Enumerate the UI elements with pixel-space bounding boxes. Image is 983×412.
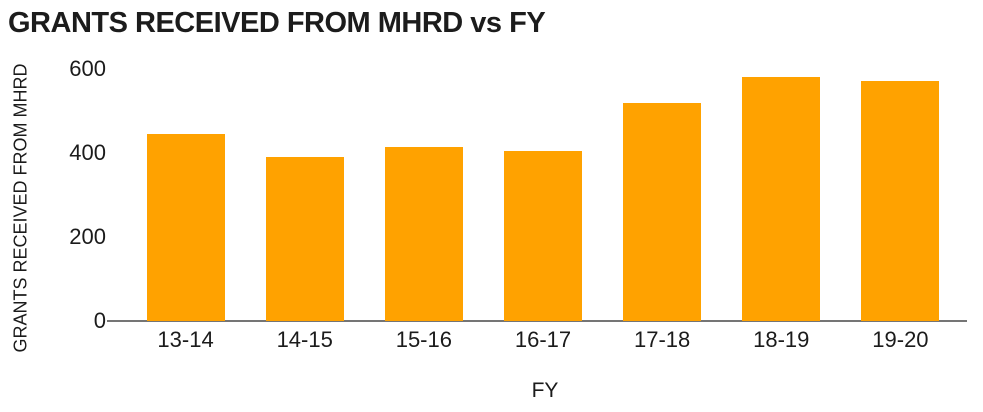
y-tick-label: 200 [69, 224, 106, 249]
x-axis-line [107, 320, 967, 322]
x-tick-label: 16-17 [514, 327, 572, 352]
x-tick-label: 19-20 [872, 327, 929, 352]
chart-title: GRANTS RECEIVED FROM MHRD vs FY [8, 7, 546, 39]
y-tick-label: 400 [69, 140, 106, 165]
bar-13-14 [146, 134, 225, 321]
bar-15-16 [384, 146, 463, 321]
bar-14-15 [265, 157, 344, 321]
x-tick-label: 14-15 [276, 327, 333, 352]
y-tick-label: 0 [93, 308, 106, 333]
bar-18-19 [742, 77, 821, 321]
bar-17-18 [623, 102, 702, 321]
x-axis-title: FY [531, 379, 559, 402]
x-tick-label: 18-19 [753, 327, 810, 352]
x-tick-label: 13-14 [157, 327, 214, 352]
y-axis-title: GRANTS RECEIVED FROM MHRD [10, 63, 31, 353]
x-tick-label: 17-18 [633, 327, 691, 352]
x-tick-label: 15-16 [395, 327, 452, 352]
y-tick-label: 600 [69, 56, 106, 81]
bar-16-17 [503, 150, 582, 321]
bar-19-20 [861, 80, 940, 321]
